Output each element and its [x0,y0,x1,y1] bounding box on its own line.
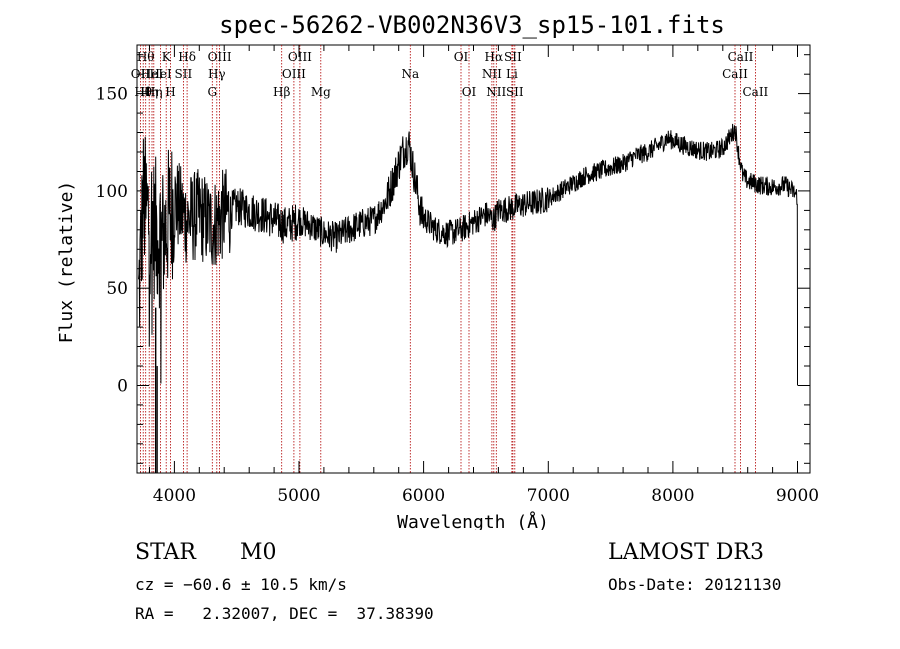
plot-frame [136,44,811,474]
x-tick-label-6000: 6000 [402,486,445,506]
line-label-16: OIII [288,50,312,64]
line-label-3: Hη [140,85,158,99]
line-annotations: OIIHθHθHηHeIHηHeIKHSIIHδGHγOIIIHβOIIIOII… [131,50,769,99]
axis-tick-labels: 4000 5000 6000 7000 8000 9000 0 50 100 150 [96,85,820,506]
line-label-8: H [165,85,175,99]
y-axis-label: Flux (relative) [56,181,77,344]
axis-ticks [137,45,810,473]
spectrum-chart: spec-56262-VB002N36V3_sp15-101.fits 4000… [56,11,820,530]
x-tick-label-4000: 4000 [153,486,196,506]
object-subclass: M0 [240,540,277,565]
chart-title: spec-56262-VB002N36V3_sp15-101.fits [219,11,725,39]
line-label-18: Na [401,67,419,81]
line-label-1: Hθ [134,85,152,99]
line-label-10: Hδ [178,50,196,64]
line-label-0: OII [131,67,151,81]
line-label-20: OI [462,85,477,99]
y-tick-label-100: 100 [96,182,128,202]
line-label-7: K [162,50,172,64]
survey-name: LAMOST DR3 [608,540,764,565]
line-label-5: Hη [145,85,163,99]
line-label-9: SII [175,67,193,81]
x-tick-label-7000: 7000 [527,486,570,506]
y-tick-label-150: 150 [96,85,128,105]
line-label-15: OIII [282,67,306,81]
x-tick-label-8000: 8000 [651,486,694,506]
line-label-24: Li [506,67,518,81]
line-label-29: CaII [742,85,768,99]
x-axis-label: Wavelength (Å) [397,511,549,530]
line-label-26: SII [506,85,524,99]
redshift-readout: cz = −60.6 ± 10.5 km/s [135,575,347,594]
line-label-11: G [208,85,218,99]
line-label-23: NII [486,85,506,99]
emission-line-markers [139,45,756,473]
line-label-25: SII [504,50,522,64]
line-label-17: Mg [311,85,331,99]
line-label-21: NII [482,67,502,81]
line-label-12: Hγ [208,67,226,81]
spectrum-series [138,123,798,473]
line-label-19: OI [454,50,469,64]
line-label-27: CaII [722,67,748,81]
line-label-6: HeI [149,67,172,81]
object-class: STAR [135,540,196,565]
line-label-4: HeI [141,67,164,81]
y-tick-label-50: 50 [106,279,128,299]
line-label-2: Hθ [137,50,155,64]
spectrum-line [138,123,798,386]
line-label-28: CaII [728,50,754,64]
x-tick-label-9000: 9000 [776,486,819,506]
line-label-22: Hα [485,50,504,64]
obs-date: Obs-Date: 20121130 [608,575,782,594]
line-label-14: Hβ [273,85,290,99]
x-tick-label-5000: 5000 [277,486,320,506]
coordinates: RA = 2.32007, DEC = 37.38390 [135,604,434,623]
y-tick-label-0: 0 [117,377,128,397]
line-label-13: OIII [208,50,232,64]
